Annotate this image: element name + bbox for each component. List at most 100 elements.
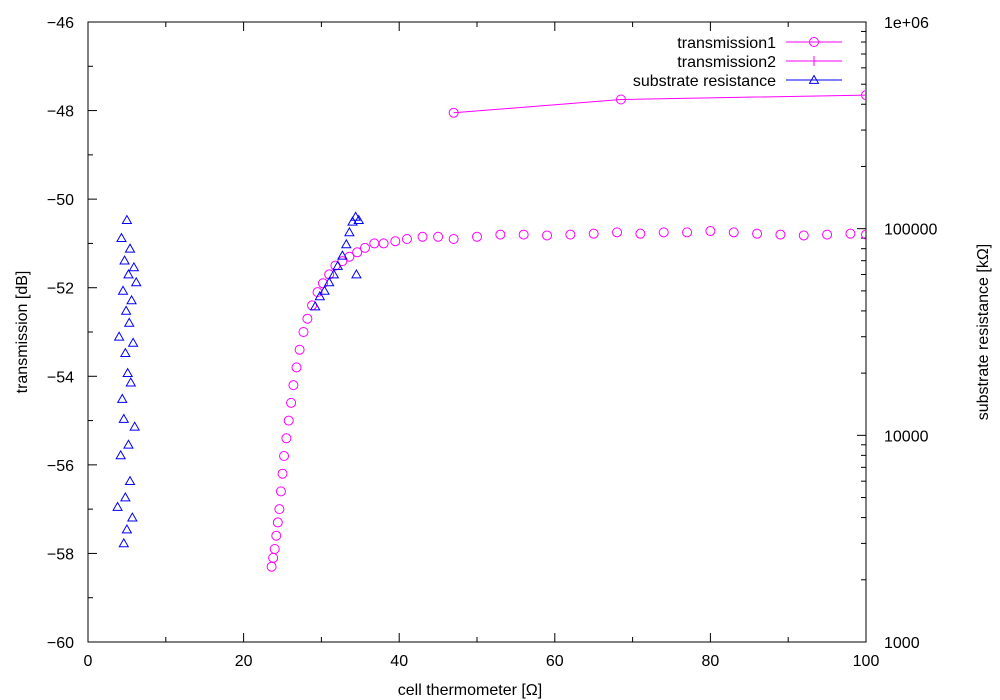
substrate-resistance-point [112, 501, 123, 511]
y-tick-label: −58 [47, 546, 74, 563]
transmission1-point [775, 229, 786, 240]
x-tick-label: 60 [546, 653, 564, 670]
substrate-resistance-point [126, 512, 138, 522]
x-tick-label: 80 [702, 653, 720, 670]
substrate-resistance-point [119, 347, 131, 357]
transmission1-point [495, 229, 506, 240]
substrate-resistance-point [116, 393, 128, 403]
substrate-resistance-point [126, 294, 137, 305]
transmission1-point [518, 229, 529, 240]
substrate-resistance-point [115, 449, 127, 460]
substrate-resistance-point [123, 317, 135, 327]
transmission1-point [283, 415, 294, 426]
legend-marker-substrate-resistance [808, 74, 820, 84]
plot-area [112, 90, 866, 572]
y2-tick-label: 1e+06 [884, 15, 929, 32]
transmission1-point [448, 234, 459, 244]
transmission1-point [286, 397, 297, 408]
substrate-resistance-point [353, 214, 365, 224]
substrate-resistance-point [124, 243, 136, 253]
substrate-resistance-point [124, 475, 136, 486]
legend-marker-transmission1 [809, 37, 819, 47]
x-tick-label: 40 [390, 653, 408, 670]
substrate-resistance-point [122, 367, 134, 377]
substrate-resistance-point [347, 216, 358, 226]
transmission1-point [294, 344, 305, 355]
substrate-resistance-point [125, 377, 137, 387]
transmission1-point [705, 226, 716, 237]
transmission1-point [272, 517, 283, 528]
y-tick-label: −50 [47, 192, 74, 209]
transmission1-point [845, 228, 856, 239]
transmission1-point [635, 228, 646, 239]
transmission1-point [682, 227, 693, 238]
transmission1-point [542, 230, 553, 241]
transmission1-point [822, 229, 833, 240]
substrate-resistance-point [119, 492, 131, 502]
substrate-resistance-point [121, 214, 133, 224]
transmission2-line [453, 94, 866, 114]
substrate-resistance-point [121, 524, 133, 534]
transmission1-point [317, 278, 328, 289]
substrate-resistance-point [117, 285, 129, 295]
transmission1-point [378, 238, 389, 249]
substrate-resistance-point [123, 269, 134, 279]
substrate-resistance-point [351, 269, 362, 279]
legend: transmission1 transmission2 substrate re… [633, 35, 842, 90]
transmission1-point [271, 530, 282, 541]
substrate-resistance-point [113, 331, 125, 341]
y2-axis-label: substrate resistance [kΩ] [975, 244, 992, 420]
transmission1-point [472, 231, 482, 242]
transmission2-point [615, 94, 626, 105]
y-axis-label: transmission [dB] [14, 271, 31, 394]
x-axis-label: cell thermometer [Ω] [398, 682, 542, 699]
transmission1-point [291, 362, 302, 373]
transmission1-point [277, 468, 288, 479]
y-tick-label: −60 [47, 635, 74, 652]
transmission1-point [269, 544, 280, 554]
transmission1-point [344, 251, 355, 262]
transmission1-point [861, 229, 866, 240]
x-tick-label: 100 [853, 653, 880, 670]
substrate-resistance-point [123, 439, 134, 449]
transmission1-point [279, 451, 290, 461]
transmission1-point [728, 227, 739, 238]
substrate-resistance-point [319, 285, 330, 295]
substrate-resistance-point [314, 290, 326, 301]
transmission1-point [281, 433, 292, 444]
transmission1-point [565, 229, 576, 240]
legend-label-transmission1: transmission1 [677, 35, 776, 52]
transmission1-point [352, 247, 363, 258]
transmission1-point [433, 231, 444, 242]
y2-tick-label: 1000 [884, 635, 920, 652]
transmission1-point [369, 238, 380, 249]
transmission1-point [298, 327, 309, 337]
y-tick-label: −56 [47, 458, 74, 475]
substrate-resistance-point [337, 250, 348, 260]
y-tick-label: −46 [47, 15, 74, 32]
legend-label-substrate-resistance: substrate resistance [633, 73, 776, 90]
y2-tick-label: 100000 [884, 222, 937, 239]
substrate-resistance-point [340, 238, 352, 249]
transmission1-point [275, 486, 286, 497]
x-tick-label: 20 [235, 653, 253, 670]
substrate-resistance-point [119, 255, 130, 265]
transmission1-point [658, 227, 669, 238]
substrate-resistance-point [127, 337, 139, 347]
transmission1-point [359, 242, 370, 253]
substrate-resistance-point [130, 276, 142, 287]
transmission1-point [612, 227, 623, 238]
y-tick-label: −48 [47, 104, 74, 121]
transmission1-point [288, 380, 299, 391]
transmission1-point [417, 231, 428, 242]
substrate-resistance-point [116, 232, 127, 242]
substrate-resistance-point [309, 301, 321, 311]
substrate-resistance-point [118, 413, 130, 423]
transmission1-point [588, 228, 599, 239]
substrate-resistance-point [344, 226, 355, 237]
substrate-resistance-point [332, 260, 344, 270]
transmission1-point [752, 228, 763, 239]
transmission1-point [324, 269, 335, 280]
y-tick-label: −52 [47, 281, 74, 298]
y-tick-label: −54 [47, 369, 74, 386]
